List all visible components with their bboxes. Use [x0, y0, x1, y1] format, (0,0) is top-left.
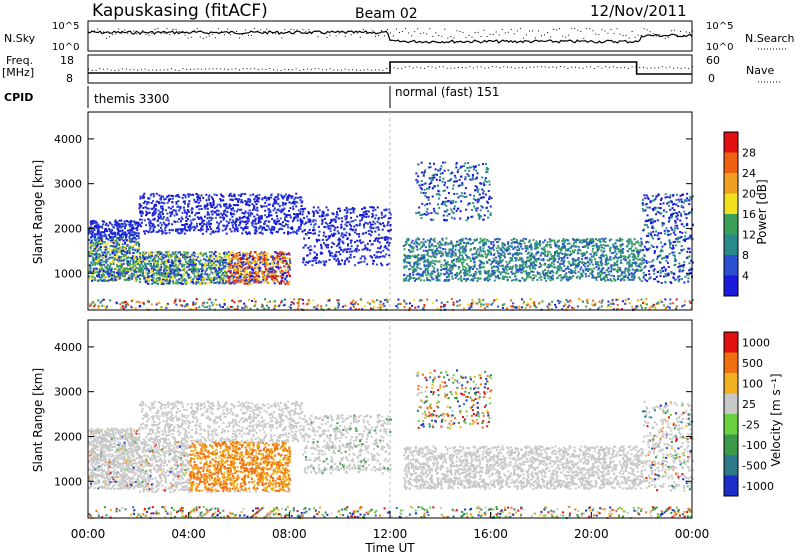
colorbar-tick-label: 500: [742, 357, 763, 370]
noise-search-label: N.Search: [745, 32, 795, 45]
station-title: Kapuskasing (fitACF): [92, 1, 268, 21]
x-tick-label: 16:00: [473, 527, 508, 541]
noise-trace: [87, 28, 693, 44]
power-y-axis-title: Slant Range [km]: [31, 160, 45, 264]
velocity-colorbar-title: Velocity [m s⁻¹]: [769, 373, 783, 466]
colorbar-tick-label: 24: [742, 167, 756, 180]
power-y-axis: 1000 2000 3000 4000: [54, 133, 692, 280]
velocity-colorbar: 1000 500 100 25 -25 -100 -500 -1000 Velocity [m…: [723, 331, 783, 497]
colorbar-swatch: [724, 373, 738, 394]
x-tick-label: 12:00: [373, 527, 408, 541]
colorbar-tick-label: 12: [742, 229, 756, 242]
velocity-y-axis: 1000 2000 3000 4000: [54, 341, 692, 488]
colorbar-swatch: [724, 275, 738, 296]
colorbar-tick-label: 8: [742, 249, 749, 262]
x-tick-label: 08:00: [272, 527, 307, 541]
nave-label: Nave: [746, 64, 774, 77]
y-tick-label: 2000: [54, 430, 82, 443]
y-tick-label: 4000: [54, 133, 82, 146]
freq-trace: [88, 61, 693, 75]
freq-left-tick-bottom: 8: [66, 72, 73, 85]
colorbar-tick-label: -25: [742, 418, 760, 431]
colorbar-swatch: [724, 214, 738, 235]
power-colorbar-title: Power [dB]: [755, 179, 769, 244]
noise-right-tick-bottom: 10^0: [706, 42, 733, 53]
cpid-segment-themis: themis 3300: [94, 92, 169, 106]
colorbar-swatch: [724, 475, 738, 496]
colorbar-swatch: [724, 234, 738, 255]
colorbar-swatch: [724, 152, 738, 173]
colorbar-swatch: [724, 132, 738, 153]
y-tick-label: 4000: [54, 341, 82, 354]
colorbar-swatch: [724, 414, 738, 435]
time-x-axis: 00:00 04:00 08:00 12:00 16:00 20:00 00:00: [71, 512, 710, 541]
colorbar-tick-label: 25: [742, 398, 756, 411]
noise-panel: N.Sky 10^5 10^0 10^5 10^0 N.Search: [4, 20, 795, 53]
y-tick-label: 3000: [54, 178, 82, 191]
noise-sky-label: N.Sky: [4, 32, 36, 45]
freq-right-tick-top: 60: [706, 54, 720, 67]
colorbar-tick-label: 16: [742, 208, 756, 221]
freq-label-line1: Freq.: [6, 54, 33, 67]
x-tick-label: 04:00: [171, 527, 206, 541]
x-tick-label: 00:00: [675, 527, 710, 541]
colorbar-tick-label: 4: [742, 270, 749, 283]
noise-right-tick-top: 10^5: [706, 21, 733, 32]
colorbar-tick-label: -100: [742, 439, 767, 452]
freq-left-tick-top: 18: [60, 54, 74, 67]
y-tick-label: 1000: [54, 475, 82, 488]
colorbar-tick-label: -500: [742, 459, 767, 472]
colorbar-tick-label: 1000: [742, 336, 770, 349]
colorbar-swatch: [724, 393, 738, 414]
cpid-segment-normal: normal (fast) 151: [395, 85, 499, 99]
freq-panel: Freq. [MHz] 18 8 60 0 Nave: [2, 54, 780, 85]
x-tick-label: 20:00: [574, 527, 609, 541]
noise-left-tick-top: 10^5: [52, 21, 79, 32]
x-tick-label: 00:00: [71, 527, 106, 541]
cpid-label: CPID: [4, 91, 33, 104]
colorbar-swatch: [724, 173, 738, 194]
y-tick-label: 1000: [54, 267, 82, 280]
beam-label: Beam 02: [355, 6, 418, 22]
colorbar-swatch: [724, 352, 738, 373]
cpid-row: CPID themis 3300 normal (fast) 151: [4, 85, 499, 108]
power-panel: 1000 2000 3000 4000 Slant Range [km]: [31, 111, 694, 312]
power-colorbar: 4 8 12 16 20 24 28 Power [dB]: [723, 131, 769, 297]
noise-left-tick-bottom: 10^0: [52, 42, 79, 53]
date-label: 12/Nov/2011: [590, 2, 687, 20]
colorbar-swatch: [724, 255, 738, 276]
freq-right-tick-bottom: 0: [708, 72, 715, 85]
velocity-y-axis-title: Slant Range [km]: [31, 368, 45, 472]
y-tick-label: 2000: [54, 222, 82, 235]
colorbar-swatch: [724, 193, 738, 214]
colorbar-tick-label: 20: [742, 188, 756, 201]
time-x-axis-title: Time UT: [364, 541, 415, 554]
colorbar-tick-label: -1000: [742, 480, 774, 493]
colorbar-tick-label: 28: [742, 147, 756, 160]
colorbar-swatch: [724, 434, 738, 455]
power-data-cells: [88, 161, 694, 312]
colorbar-swatch: [724, 332, 738, 353]
freq-label-line2: [MHz]: [2, 66, 34, 79]
colorbar-tick-label: 100: [742, 377, 763, 390]
velocity-data-cells: [88, 369, 694, 520]
y-tick-label: 3000: [54, 386, 82, 399]
colorbar-swatch: [724, 455, 738, 476]
